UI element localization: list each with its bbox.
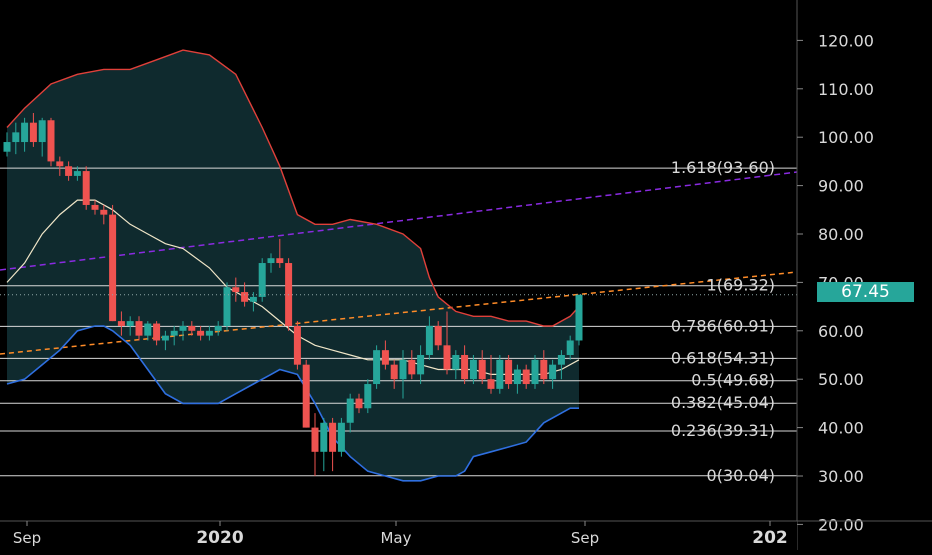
candle-body[interactable] [82, 171, 90, 205]
candle-body[interactable] [540, 359, 548, 380]
candle-body[interactable] [478, 359, 486, 380]
time-axis-label: 202 [752, 528, 788, 548]
purple-trendline[interactable] [0, 171, 798, 271]
candle-body[interactable] [91, 204, 99, 210]
candle-body[interactable] [443, 345, 451, 370]
fib-level-label: 0.5(49.68) [691, 371, 775, 390]
price-axis-label: 50.00 [818, 370, 864, 389]
candle-body[interactable] [566, 340, 574, 355]
candle-body[interactable] [249, 296, 257, 302]
candle-body[interactable] [38, 120, 46, 143]
time-axis-label: Sep [571, 529, 599, 547]
fib-level-label: 0(30.04) [707, 466, 775, 485]
candle-body[interactable] [153, 323, 161, 341]
price-axis-label: 110.00 [818, 80, 874, 99]
price-axis-label: 100.00 [818, 128, 874, 147]
candle-body[interactable] [337, 422, 345, 452]
candle-body[interactable] [302, 364, 310, 428]
candle-body[interactable] [232, 287, 240, 293]
candle-body[interactable] [549, 364, 557, 380]
candle-body[interactable] [188, 325, 196, 331]
candle-body[interactable] [425, 325, 433, 355]
price-axis-label: 80.00 [818, 225, 864, 244]
bollinger-lower-line [6, 325, 579, 482]
fib-level-label: 0.236(39.31) [671, 421, 775, 440]
candle-body[interactable] [452, 355, 460, 370]
candle-body[interactable] [461, 355, 469, 380]
candle-body[interactable] [65, 166, 73, 176]
candle-body[interactable] [109, 214, 117, 322]
candle-body[interactable] [117, 321, 125, 326]
candle-body[interactable] [12, 132, 20, 143]
candle-body[interactable] [3, 142, 11, 152]
candle-body[interactable] [170, 330, 178, 336]
price-axis-label: 60.00 [818, 322, 864, 341]
bollinger-upper-line [6, 49, 580, 327]
price-axis-label: 30.00 [818, 467, 864, 486]
price-axis-label: 120.00 [818, 31, 874, 50]
candle-body[interactable] [575, 294, 583, 341]
last-price-label: 67.45 [817, 282, 914, 302]
candle-body[interactable] [390, 364, 398, 380]
candle-body[interactable] [258, 263, 266, 297]
candle-body[interactable] [557, 355, 565, 365]
candle-body[interactable] [276, 258, 284, 264]
candle-body[interactable] [373, 350, 381, 385]
time-axis-panel [0, 521, 797, 550]
candle-body[interactable] [496, 359, 504, 389]
candle-body[interactable] [505, 359, 513, 385]
candle-body[interactable] [161, 335, 169, 341]
candle-body[interactable] [320, 422, 328, 452]
candle-body[interactable] [381, 350, 389, 365]
time-axis-label: 2020 [196, 528, 243, 548]
candle-body[interactable] [179, 325, 187, 331]
orange-trendline[interactable] [0, 271, 798, 355]
candle-body[interactable] [522, 369, 530, 385]
candle-body[interactable] [197, 330, 205, 336]
candle-body[interactable] [434, 325, 442, 346]
candle-body[interactable] [47, 120, 55, 162]
candle-body[interactable] [469, 359, 477, 380]
candle-body[interactable] [144, 323, 152, 336]
fib-level-label: 1(69.32) [707, 276, 775, 295]
candle-body[interactable] [487, 379, 495, 389]
candle-body[interactable] [214, 325, 222, 331]
candle-body[interactable] [267, 258, 275, 264]
candle-body[interactable] [205, 330, 213, 336]
candle-body[interactable] [346, 398, 354, 423]
candle-body[interactable] [126, 321, 134, 326]
candle-body[interactable] [21, 122, 29, 143]
time-axis-label: May [380, 529, 411, 547]
candle-body[interactable] [531, 359, 539, 385]
candle-body[interactable] [56, 161, 64, 167]
candle-body[interactable] [100, 209, 108, 215]
price-axis-label: 20.00 [818, 515, 864, 534]
candle-body[interactable] [355, 398, 363, 409]
candle-body[interactable] [364, 384, 372, 409]
candle-body[interactable] [417, 355, 425, 375]
fib-level-label: 0.786(60.91) [671, 316, 775, 335]
candle-body[interactable] [399, 359, 407, 380]
candle-body[interactable] [311, 427, 319, 452]
fib-level-label: 0.618(54.31) [671, 348, 775, 367]
time-axis-label: Sep [13, 529, 41, 547]
price-axis-label: 40.00 [818, 419, 864, 438]
candle-body[interactable] [293, 325, 301, 365]
candle-body[interactable] [223, 287, 231, 326]
candle-body[interactable] [241, 292, 249, 302]
candle-body[interactable] [513, 369, 521, 385]
fib-level-label: 0.382(45.04) [671, 393, 775, 412]
fib-level-label: 1.618(93.60) [671, 158, 775, 177]
bollinger-band-fill [7, 50, 579, 481]
candle-body[interactable] [329, 422, 337, 452]
price-axis-label: 90.00 [818, 177, 864, 196]
candle-body[interactable] [135, 321, 143, 336]
price-axis-panel [797, 0, 932, 550]
candle-body[interactable] [73, 171, 81, 176]
candle-body[interactable] [29, 122, 37, 143]
candle-body[interactable] [408, 359, 416, 375]
